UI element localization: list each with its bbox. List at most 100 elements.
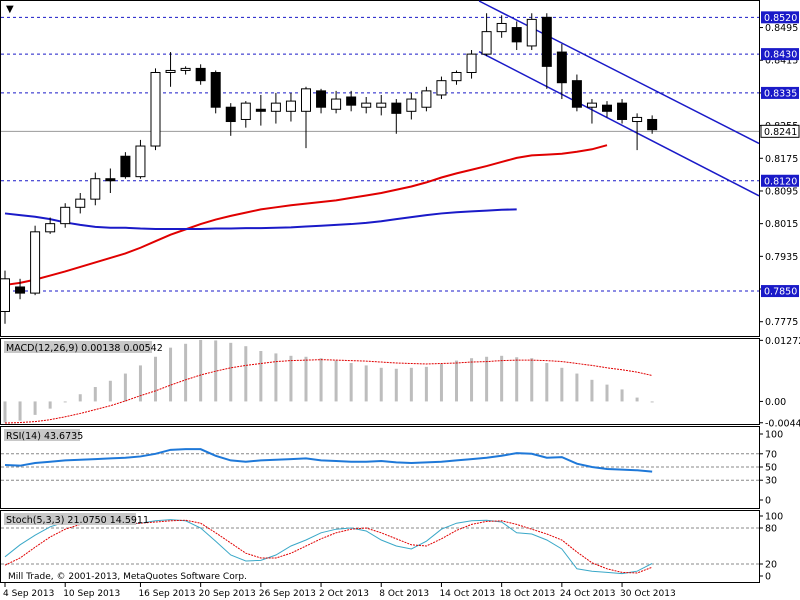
candle: [135, 139, 146, 179]
macd-histogram-bar: [18, 401, 22, 421]
candle-body: [496, 22, 507, 33]
macd-histogram-bar: [78, 394, 82, 402]
candle-body: [602, 104, 612, 112]
candle-body: [436, 80, 447, 96]
candle: [391, 99, 402, 134]
candle-body: [180, 67, 191, 71]
candle-body: [15, 286, 26, 294]
candle: [270, 92, 281, 124]
time-tick-label: 18 Oct 2013: [500, 589, 556, 599]
copyright-footer: Mill Trade, © 2001-2013, MetaQuotes Soft…: [8, 572, 247, 582]
candle: [406, 92, 417, 120]
candle-body: [421, 90, 432, 108]
macd-histogram-bar: [244, 346, 248, 402]
candle: [45, 217, 56, 234]
candle: [285, 92, 296, 122]
candle: [195, 64, 206, 85]
stoch-tick-label: 80: [765, 524, 777, 535]
macd-histogram-bar: [500, 355, 504, 402]
candle: [90, 172, 101, 206]
level-label: 0.8120: [764, 176, 797, 187]
candle: [586, 99, 597, 124]
candle: [60, 203, 71, 228]
candles: [0, 13, 658, 324]
macd-histogram-bar: [259, 351, 263, 402]
macd-histogram-bar: [289, 355, 293, 402]
macd-histogram-bar: [319, 358, 323, 402]
candle: [602, 101, 612, 118]
macd-histogram-bar: [545, 363, 549, 402]
candle-body: [210, 71, 221, 108]
macd-title-box: MACD(12,26,9) 0.00138 0.00542: [4, 341, 163, 354]
candle-body: [105, 178, 116, 182]
candle-body: [301, 88, 311, 112]
candle-body: [451, 71, 462, 82]
macd-histogram-bar: [439, 363, 443, 402]
candle-body: [90, 178, 101, 200]
macd-histogram-bar: [3, 401, 7, 423]
candle-body: [150, 71, 161, 147]
candle-body: [361, 102, 372, 108]
candle-body: [285, 100, 296, 112]
macd-histogram-bar: [515, 357, 519, 402]
candle-body: [75, 198, 86, 208]
price-tick-label: 0.8015: [765, 219, 798, 230]
candle: [436, 76, 447, 100]
macd-histogram-bar: [169, 347, 173, 402]
level-label: 0.8430: [764, 50, 797, 61]
level-label: 0.7850: [764, 287, 797, 298]
rsi-tick-label: 0: [765, 496, 771, 507]
rsi-line: [4, 448, 653, 473]
macd-histogram-bar: [184, 343, 188, 402]
candle-body: [60, 206, 71, 225]
candle-body: [225, 106, 236, 123]
time-tick-label: 30 Oct 2013: [620, 589, 676, 599]
time-tick-label: 2 Oct 2013: [319, 589, 369, 599]
macd-histogram-bar: [530, 358, 534, 402]
macd-histogram-bar: [274, 353, 278, 402]
candle-body: [195, 67, 206, 82]
macd-histogram-bar: [485, 356, 489, 402]
level-label-box: [761, 285, 799, 298]
candle-body: [331, 98, 342, 110]
symbol-marker: ▼: [6, 4, 14, 15]
rsi-panel-frame: [0, 426, 760, 509]
candle: [180, 66, 191, 75]
candle: [105, 168, 116, 194]
time-tick-label: 8 Oct 2013: [379, 589, 429, 599]
macd-panel: 0.01272 0.00 -0.00444: [3, 336, 800, 429]
stoch-panel-frame: [0, 510, 760, 583]
macd-histogram-bar: [424, 366, 428, 402]
candle-body: [617, 102, 628, 120]
candle-body: [466, 53, 477, 73]
candle: [466, 50, 477, 79]
time-tick-label: 26 Sep 2013: [259, 589, 316, 599]
candle: [255, 94, 266, 126]
macd-histogram-bar: [214, 340, 218, 402]
candle: [556, 43, 567, 100]
level-label-box: [761, 174, 799, 187]
candle: [30, 225, 41, 296]
candle-body: [376, 102, 387, 108]
price-tick-label: 0.7775: [765, 317, 798, 328]
rsi-tick-label: 100: [765, 430, 783, 441]
time-tick-label: 14 Oct 2013: [439, 589, 495, 599]
stoch-title: Stoch(5,3,3) 21.0750 14.5911: [6, 515, 149, 526]
candle: [421, 86, 432, 112]
macd-histogram-bar: [349, 363, 353, 402]
macd-histogram-bar: [394, 368, 398, 402]
candle: [150, 68, 161, 151]
macd-histogram-bar: [199, 339, 203, 402]
time-tick-label: 20 Sep 2013: [199, 589, 256, 599]
trendline: [478, 0, 760, 145]
trendline: [478, 50, 760, 197]
macd-histogram-bar: [108, 380, 112, 402]
macd-histogram-bar: [33, 401, 37, 415]
candle-body: [647, 118, 658, 131]
candle: [0, 270, 10, 324]
current-price-label: 0.8241: [764, 127, 797, 138]
candle-body: [481, 31, 492, 55]
candle: [632, 113, 643, 151]
rsi-tick-label: 70: [765, 449, 777, 460]
